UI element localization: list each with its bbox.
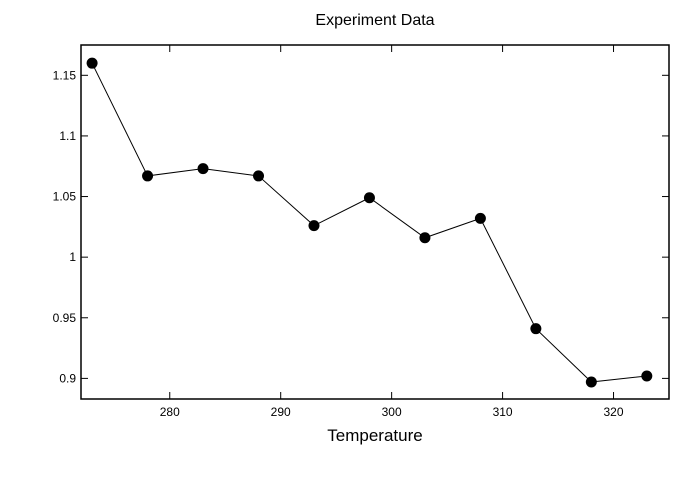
chart-title: Experiment Data: [315, 12, 434, 29]
plot-frame: [80, 44, 670, 400]
data-point: [474, 212, 486, 224]
x-tick-label: 320: [604, 405, 624, 419]
data-point: [641, 370, 653, 382]
x-tick-label: 290: [271, 405, 291, 419]
data-point: [142, 170, 154, 182]
x-tick-label: 280: [160, 405, 180, 419]
data-point: [86, 57, 98, 69]
series-layer: [86, 57, 653, 388]
y-tick-label: 1.05: [53, 190, 77, 204]
y-tick-label: 1.1: [59, 129, 76, 143]
data-point: [253, 170, 265, 182]
data-point: [363, 192, 375, 204]
y-tick-label: 1.15: [53, 68, 77, 82]
data-point: [197, 163, 209, 175]
data-point: [530, 323, 542, 335]
data-point: [585, 376, 597, 388]
series-line: [91, 62, 647, 383]
y-tick-label: 0.95: [53, 311, 77, 325]
data-point: [308, 220, 320, 232]
y-axis-ticks: 0.9 0.95 1 1.05 1.1 1.15: [53, 68, 669, 385]
x-axis-ticks: 280 290 300 310 320: [160, 45, 624, 419]
y-tick-label: 1: [69, 250, 76, 264]
y-tick-label: 0.9: [59, 371, 76, 385]
x-axis-label: Temperature: [327, 426, 422, 445]
data-point: [419, 232, 431, 244]
x-tick-label: 300: [382, 405, 402, 419]
x-tick-label: 310: [493, 405, 513, 419]
